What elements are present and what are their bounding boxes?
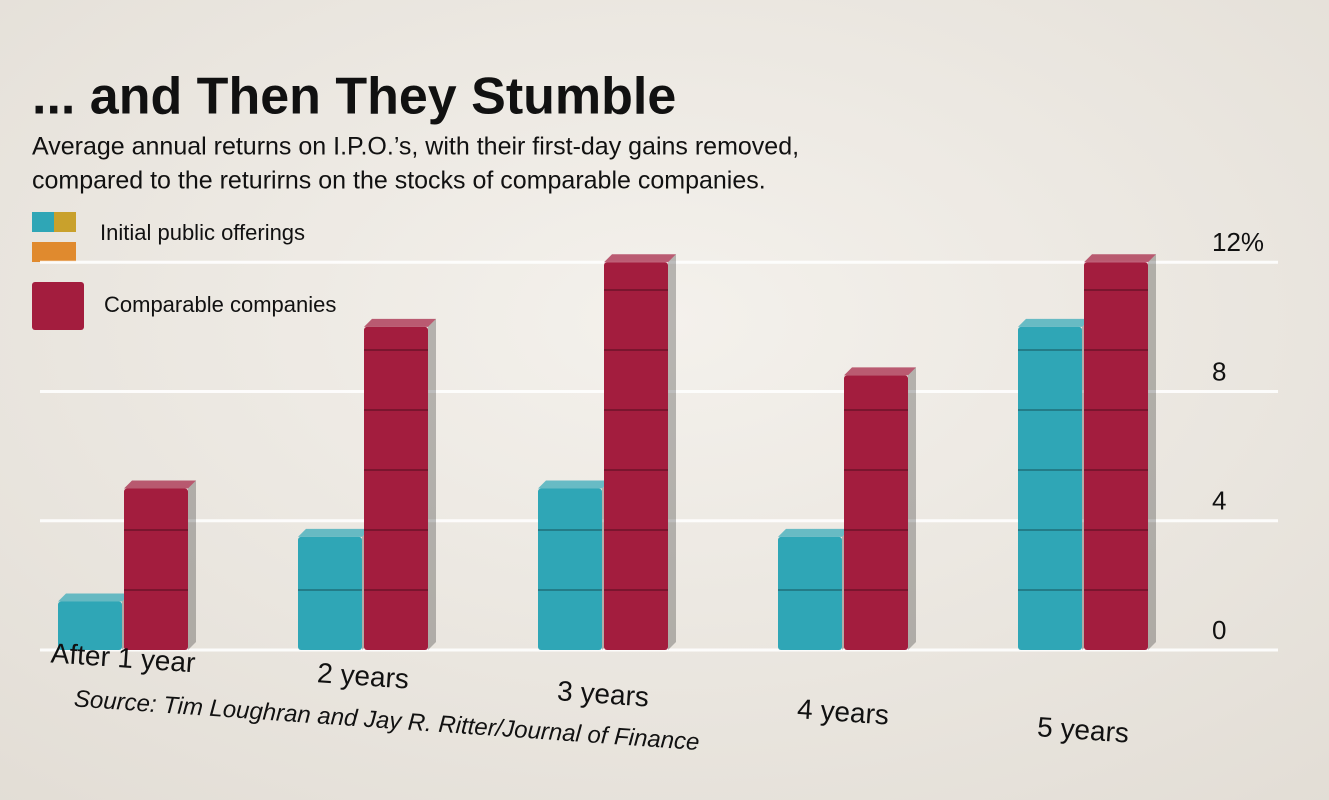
bar bbox=[1084, 262, 1148, 650]
bar-top bbox=[778, 528, 850, 537]
bar bbox=[124, 488, 188, 650]
legend: Initial public offerings Comparable comp… bbox=[32, 212, 336, 330]
x-tick-label: 2 years bbox=[316, 657, 410, 694]
bar-side bbox=[908, 367, 916, 650]
subtitle: compared to the returirns on the stocks … bbox=[32, 167, 766, 195]
legend-swatch bbox=[32, 212, 54, 232]
bar-top bbox=[1018, 318, 1090, 327]
chart-title: ... and Then They Stumble bbox=[32, 68, 676, 126]
bar bbox=[604, 262, 668, 650]
legend-swatch bbox=[32, 242, 54, 262]
y-tick-label: 12% bbox=[1212, 227, 1264, 257]
bar-top bbox=[364, 318, 436, 327]
legend-swatch bbox=[54, 212, 76, 232]
bar-top bbox=[604, 254, 676, 263]
legend-label: Initial public offerings bbox=[100, 220, 305, 245]
legend-swatch bbox=[32, 282, 84, 330]
bar-top bbox=[844, 367, 916, 376]
bar-top bbox=[298, 528, 370, 537]
bar bbox=[58, 601, 122, 650]
bar bbox=[1018, 326, 1082, 650]
bar bbox=[538, 488, 602, 650]
x-tick-label: 3 years bbox=[556, 675, 650, 712]
legend-swatch bbox=[54, 242, 76, 262]
bar-top bbox=[58, 593, 130, 602]
y-tick-label: 4 bbox=[1212, 486, 1226, 516]
bar-top bbox=[1084, 254, 1156, 263]
bar bbox=[778, 536, 842, 650]
legend-label: Comparable companies bbox=[104, 292, 336, 317]
bar-side bbox=[668, 254, 676, 651]
bar bbox=[844, 375, 908, 650]
bar-side bbox=[428, 318, 436, 650]
bar bbox=[298, 536, 362, 650]
bar-top bbox=[124, 480, 196, 489]
bar-top bbox=[538, 480, 610, 489]
subtitle: Average annual returns on I.P.O.’s, with… bbox=[32, 133, 799, 161]
x-tick-label: 5 years bbox=[1036, 711, 1130, 748]
bar-side bbox=[1148, 254, 1156, 651]
bar bbox=[364, 326, 428, 650]
y-tick-label: 0 bbox=[1212, 615, 1226, 645]
y-tick-label: 8 bbox=[1212, 356, 1226, 386]
bar-side bbox=[188, 480, 196, 650]
x-tick-label: 4 years bbox=[796, 693, 890, 730]
